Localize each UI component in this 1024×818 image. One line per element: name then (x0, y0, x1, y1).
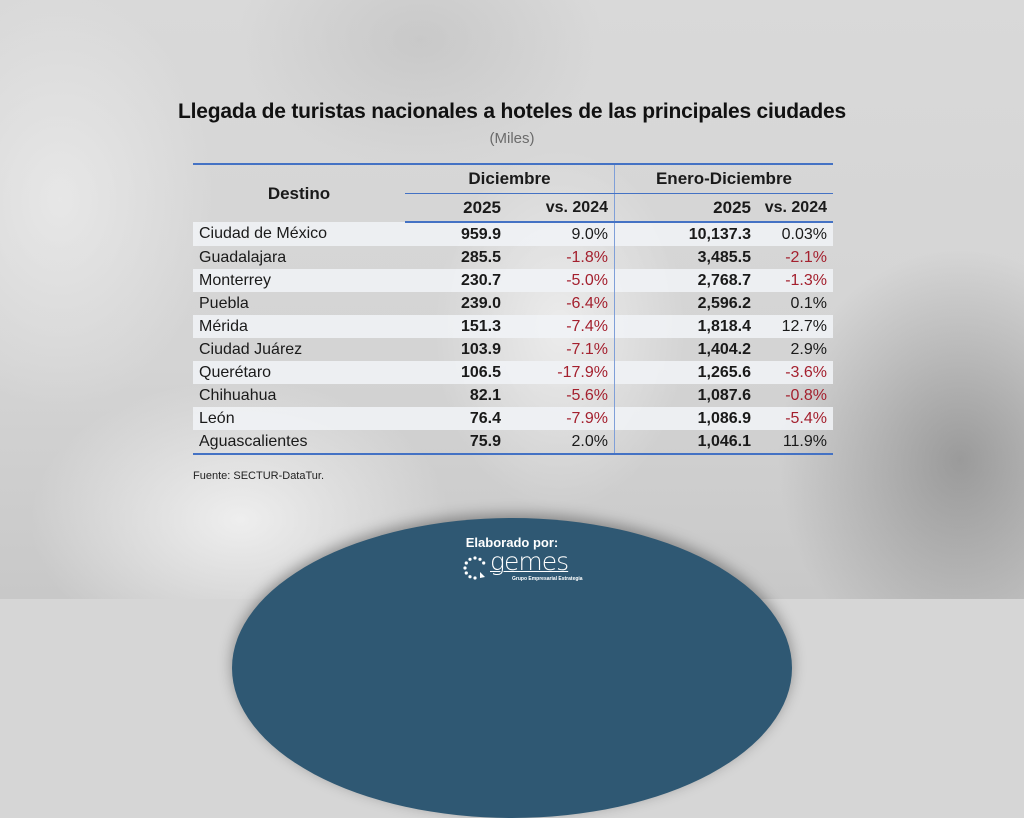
dic-change-cell: 9.0% (507, 222, 615, 246)
ed-change-cell: -1.3% (757, 269, 833, 292)
destination-cell: Guadalajara (199, 248, 287, 266)
dic-2025-cell: 285.5 (460, 248, 501, 266)
ed-2025-cell: 1,087.6 (614, 384, 757, 407)
ed-2025-cell: 10,137.3 (614, 222, 757, 246)
dic-change-cell: -7.9% (507, 407, 615, 430)
table-row: Chihuahua 82.1 -5.6% 1,087.6 -0.8% (193, 384, 833, 407)
dic-2025-cell: 959.9 (405, 222, 507, 246)
ed-change-cell: 2.9% (790, 340, 827, 358)
ed-change-cell: 12.7% (757, 315, 833, 338)
ed-change-cell: 11.9% (757, 430, 833, 455)
destination-cell: Monterrey (193, 269, 405, 292)
dic-2025-cell: 239.0 (460, 294, 501, 312)
destination-cell: Puebla (199, 294, 249, 312)
dic-change-cell: -1.8% (566, 248, 608, 266)
destination-cell: Ciudad Juárez (199, 340, 303, 358)
gemes-logo: gemes Grupo Empresarial Estrategia (462, 547, 583, 585)
dic-2025-cell: 106.5 (405, 361, 507, 384)
destination-cell: Ciudad de México (193, 222, 405, 246)
ed-change-cell: -2.1% (785, 248, 827, 266)
table-row: Querétaro 106.5 -17.9% 1,265.6 -3.6% (193, 361, 833, 384)
ed-change-cell: 0.1% (790, 294, 827, 312)
table-row: Aguascalientes 75.9 2.0% 1,046.1 11.9% (193, 430, 833, 455)
table-row: Ciudad de México 959.9 9.0% 10,137.3 0.03% (193, 222, 833, 246)
table-row: Puebla 239.0 -6.4% 2,596.2 0.1% (193, 292, 833, 315)
dic-change-cell: -7.4% (507, 315, 615, 338)
ed-2025-cell: 1,046.1 (614, 430, 757, 455)
destination-cell: Chihuahua (199, 386, 277, 404)
ed-2025-cell: 1,404.2 (614, 338, 757, 361)
background-photo (0, 0, 1024, 599)
ed-2025-cell: 3,485.5 (614, 246, 757, 269)
dic-2025-cell: 230.7 (405, 269, 507, 292)
destination-cell: Aguascalientes (193, 430, 405, 455)
page-subtitle: (Miles) (489, 130, 535, 147)
dotted-circle-arrow-icon (463, 556, 486, 580)
dic-change-cell: -6.4% (566, 294, 608, 312)
dic-2025-cell: 75.9 (405, 430, 507, 455)
destination-cell: Mérida (193, 315, 405, 338)
ed-change-cell: 0.03% (757, 222, 833, 246)
dic-2025-cell: 82.1 (469, 386, 501, 404)
group-header-diciembre: Diciembre (405, 163, 615, 194)
ed-2025-cell: 1,265.6 (614, 361, 757, 384)
tourist-arrivals-table: Destino Diciembre Enero-Diciembre 2025 v… (193, 163, 833, 455)
ed-2025-cell: 2,596.2 (614, 292, 757, 315)
ed-2025-cell: 1,818.4 (614, 315, 757, 338)
column-header-dic-2025: 2025 (405, 193, 507, 223)
destination-cell: Querétaro (193, 361, 405, 384)
dic-2025-cell: 151.3 (405, 315, 507, 338)
table-row: León 76.4 -7.9% 1,086.9 -5.4% (193, 407, 833, 430)
destination-cell: León (193, 407, 405, 430)
ed-change-cell: -3.6% (757, 361, 833, 384)
logo-wordmark: gemes (490, 547, 569, 576)
dic-change-cell: 2.0% (507, 430, 615, 455)
column-header-ed-vs-2024: vs. 2024 (757, 193, 833, 223)
ed-change-cell: -5.4% (757, 407, 833, 430)
column-header-ed-2025: 2025 (614, 193, 757, 223)
table-row: Mérida 151.3 -7.4% 1,818.4 12.7% (193, 315, 833, 338)
dic-2025-cell: 76.4 (405, 407, 507, 430)
column-header-dic-vs-2024: vs. 2024 (507, 193, 615, 223)
dic-change-cell: -17.9% (507, 361, 615, 384)
dic-change-cell: -5.6% (566, 386, 608, 404)
table-row: Monterrey 230.7 -5.0% 2,768.7 -1.3% (193, 269, 833, 292)
column-header-destino: Destino (193, 163, 405, 222)
dic-2025-cell: 103.9 (460, 340, 501, 358)
table-row: Guadalajara 285.5 -1.8% 3,485.5 -2.1% (193, 246, 833, 269)
ed-2025-cell: 1,086.9 (614, 407, 757, 430)
page-title: Llegada de turistas nacionales a hoteles… (178, 100, 846, 123)
footer-label: Elaborado por: (465, 535, 559, 550)
logo-tagline: Grupo Empresarial Estrategia (512, 576, 583, 582)
group-header-enero-diciembre: Enero-Diciembre (614, 163, 833, 194)
source-note: Fuente: SECTUR-DataTur. (193, 470, 325, 482)
dic-change-cell: -5.0% (507, 269, 615, 292)
dic-change-cell: -7.1% (566, 340, 608, 358)
ed-2025-cell: 2,768.7 (614, 269, 757, 292)
ed-change-cell: -0.8% (785, 386, 827, 404)
table-row: Ciudad Juárez 103.9 -7.1% 1,404.2 2.9% (193, 338, 833, 361)
